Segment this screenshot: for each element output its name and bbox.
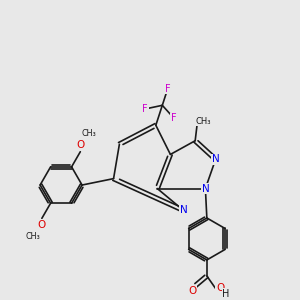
Text: F: F	[142, 104, 148, 114]
Text: O: O	[38, 220, 46, 230]
Text: O: O	[216, 283, 224, 293]
Text: H: H	[222, 289, 230, 299]
Text: CH₃: CH₃	[26, 232, 40, 241]
Text: O: O	[188, 286, 196, 296]
Text: F: F	[171, 113, 177, 123]
Text: N: N	[212, 154, 220, 164]
Text: CH₃: CH₃	[196, 117, 212, 126]
Text: N: N	[180, 206, 188, 215]
Text: F: F	[165, 84, 170, 94]
Text: CH₃: CH₃	[82, 129, 97, 138]
Text: O: O	[76, 140, 85, 150]
Text: N: N	[202, 184, 209, 194]
